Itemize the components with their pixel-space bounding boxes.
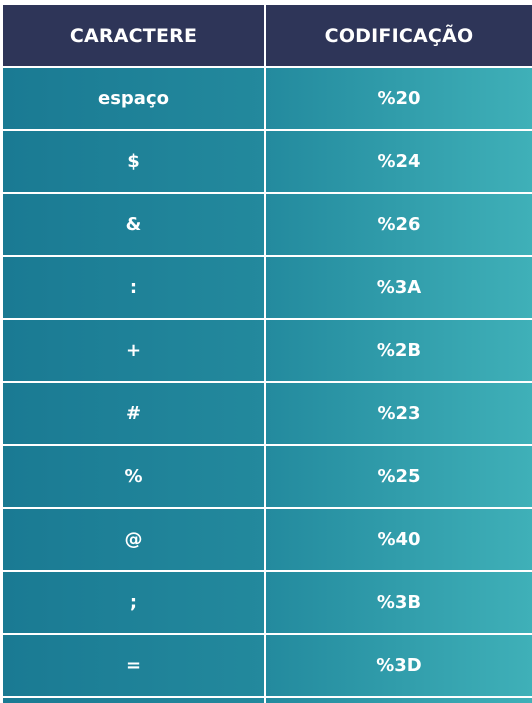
table-row: espaço %20 [3,68,532,129]
table-row: = %3D [3,635,532,696]
header-caractere: CARACTERE [3,5,264,66]
table-row: ; %3B [3,572,532,633]
encoding-cell: %24 [266,131,532,192]
encoding-cell: %3A [266,257,532,318]
character-cell: ; [3,572,264,633]
url-encoding-table: CARACTERE CODIFICAÇÃO espaço %20 $ %24 &… [3,5,532,703]
encoding-cell: %3B [266,572,532,633]
character-cell: = [3,635,264,696]
table-header-row: CARACTERE CODIFICAÇÃO [3,5,532,66]
character-cell: % [3,446,264,507]
character-cell: + [3,320,264,381]
character-cell: : [3,257,264,318]
character-cell: @ [3,509,264,570]
character-cell: $ [3,131,264,192]
encoding-cell: %2B [266,320,532,381]
table-row: + %2B [3,320,532,381]
character-cell: espaço [3,68,264,129]
encoding-cell [266,698,532,703]
encoding-cell: %20 [266,68,532,129]
url-encoding-table-container: CARACTERE CODIFICAÇÃO espaço %20 $ %24 &… [3,5,532,703]
table-row: & %26 [3,194,532,255]
table-row: $ %24 [3,131,532,192]
table-row: # %23 [3,383,532,444]
character-cell: & [3,194,264,255]
header-codificacao: CODIFICAÇÃO [266,5,532,66]
encoding-cell: %26 [266,194,532,255]
table-row [3,698,532,703]
table-row: : %3A [3,257,532,318]
character-cell [3,698,264,703]
encoding-cell: %23 [266,383,532,444]
encoding-cell: %40 [266,509,532,570]
encoding-cell: %3D [266,635,532,696]
table-row: % %25 [3,446,532,507]
character-cell: # [3,383,264,444]
table-row: @ %40 [3,509,532,570]
encoding-cell: %25 [266,446,532,507]
